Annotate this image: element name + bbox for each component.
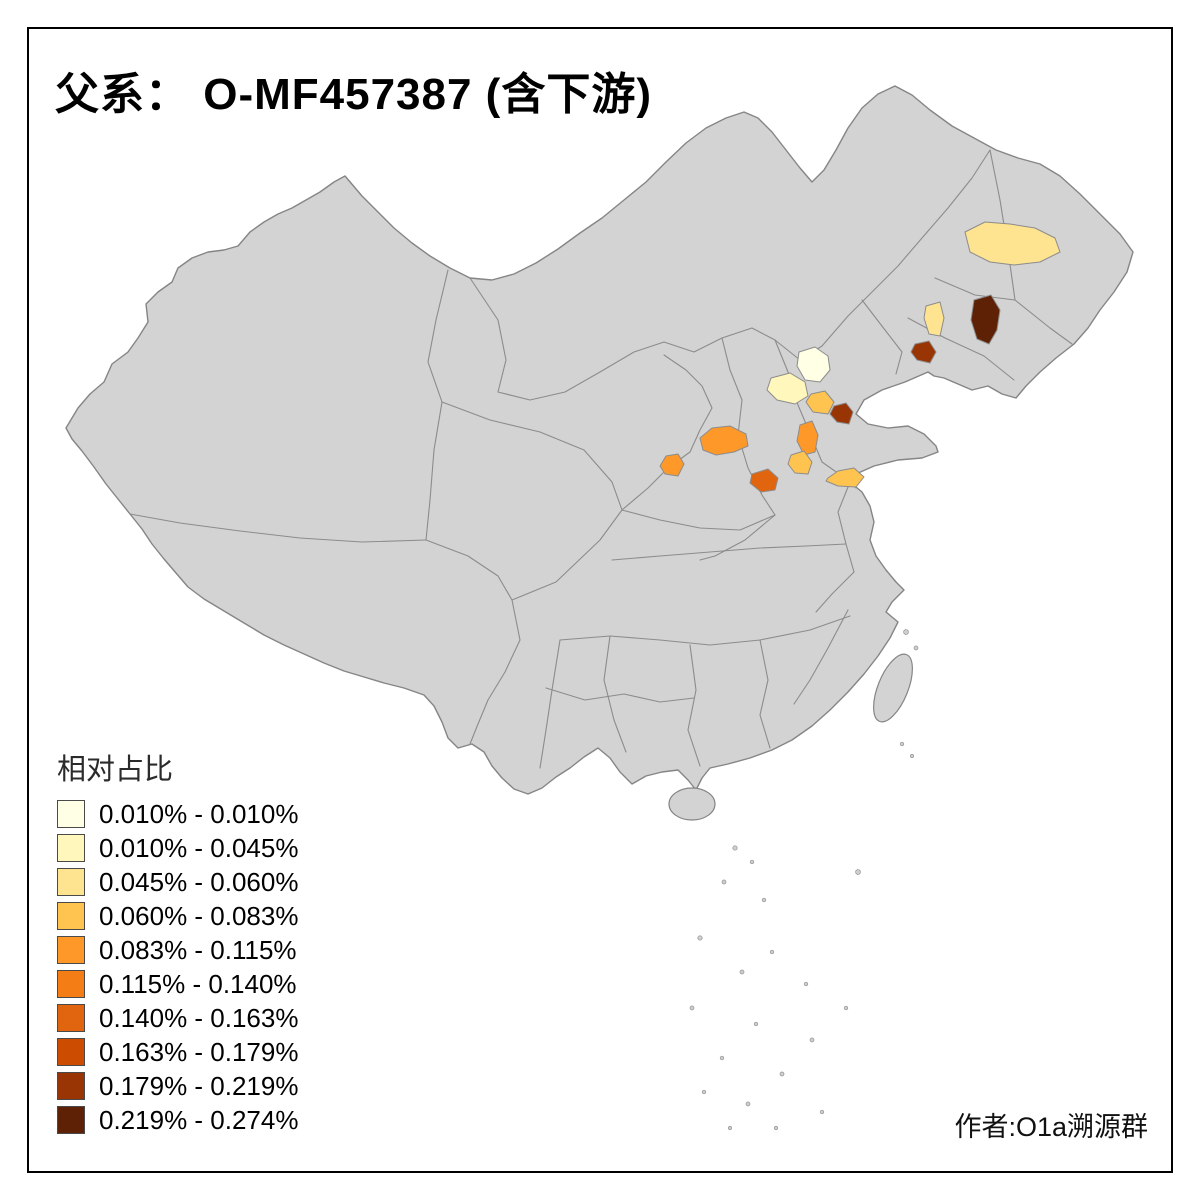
author-credit: 作者:O1a溯源群 (954, 1112, 1148, 1142)
region-north-henan (749, 468, 779, 493)
legend-item: 0.010% - 0.045% (57, 832, 299, 863)
legend-item: 0.219% - 0.274% (57, 1104, 299, 1135)
legend-swatch (57, 936, 85, 964)
region-north-jiangsu (825, 467, 865, 488)
legend-item: 0.115% - 0.140% (57, 968, 298, 999)
region-north-hebei (766, 372, 809, 405)
region-west-shandong (787, 450, 813, 475)
legend-item: 0.140% - 0.163% (57, 1002, 299, 1033)
legend-item: 0.010% - 0.010% (57, 798, 299, 829)
legend-item: 0.179% - 0.219% (57, 1070, 299, 1101)
region-shaanxi (659, 453, 685, 477)
region-east-jilin (970, 294, 1001, 345)
map-title: 父系： O-MF457387 (含下游) (55, 70, 652, 119)
highlighted-regions (659, 221, 1061, 493)
legend: 相对占比 0.010% - 0.010% 0.010% - 0.045% 0.0… (57, 746, 298, 1140)
legend-label: 0.179% - 0.219% (99, 1070, 299, 1101)
legend-label: 0.115% - 0.140% (99, 968, 297, 999)
legend-label: 0.163% - 0.179% (99, 1036, 299, 1067)
legend-item: 0.163% - 0.179% (57, 1036, 299, 1067)
region-beijing (796, 346, 831, 383)
hainan-island (668, 787, 716, 821)
legend-swatch (57, 902, 85, 930)
legend-label: 0.010% - 0.010% (99, 798, 299, 829)
legend-swatch (57, 1004, 85, 1032)
legend-item: 0.045% - 0.060% (57, 866, 299, 897)
region-central-jilin (923, 301, 945, 337)
legend-label: 0.219% - 0.274% (99, 1104, 299, 1135)
legend-label: 0.083% - 0.115% (99, 934, 297, 965)
legend-swatch (57, 834, 85, 862)
legend-title: 相对占比 (57, 754, 174, 786)
region-south-hebei (796, 420, 819, 456)
province-borders (129, 149, 1073, 769)
taiwan-island (873, 653, 913, 723)
legend-item: 0.083% - 0.115% (57, 934, 298, 965)
legend-swatch (57, 800, 85, 828)
legend-swatch (57, 1106, 85, 1134)
legend-label: 0.010% - 0.045% (99, 832, 299, 863)
legend-item: 0.060% - 0.083% (57, 900, 299, 931)
legend-swatch (57, 1038, 85, 1066)
legend-swatch (57, 868, 85, 896)
region-liaoning (910, 340, 937, 364)
region-tianjin-area (805, 390, 835, 415)
mainland-china-shape (65, 85, 1134, 795)
region-heilongjiang (964, 221, 1061, 266)
legend-label: 0.140% - 0.163% (99, 1002, 299, 1033)
region-shanxi (699, 425, 749, 456)
legend-label: 0.045% - 0.060% (99, 866, 299, 897)
region-bohai-coast (829, 402, 854, 425)
legend-swatch (57, 970, 85, 998)
south-china-sea-islets (689, 629, 919, 1130)
legend-label: 0.060% - 0.083% (99, 900, 299, 931)
legend-swatch (57, 1072, 85, 1100)
